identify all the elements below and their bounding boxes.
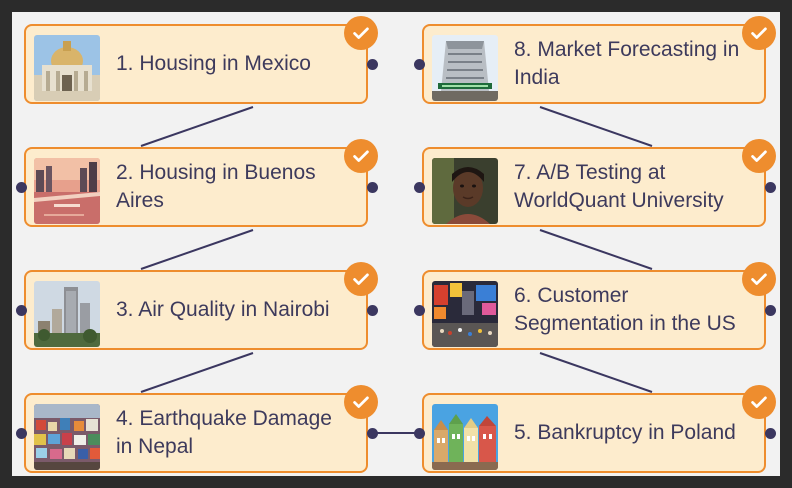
project-card-air-quality-nairobi[interactable]: 3. Air Quality in Nairobi xyxy=(24,262,378,350)
completed-badge xyxy=(742,16,776,50)
completed-badge xyxy=(344,262,378,296)
project-card-bankruptcy-poland[interactable]: 5. Bankruptcy in Poland xyxy=(422,385,776,473)
palace-of-fine-arts-image xyxy=(34,35,100,101)
project-card-earthquake-nepal[interactable]: 4. Earthquake Damage in Nepal xyxy=(24,385,378,473)
checkmark-icon xyxy=(751,27,767,39)
checkmark-icon xyxy=(353,273,369,285)
checkmark-icon xyxy=(751,273,767,285)
checkmark-icon xyxy=(353,27,369,39)
completed-badge xyxy=(344,385,378,419)
nairobi-skyline-image xyxy=(34,281,100,347)
project-card-customer-segmentation-us[interactable]: 6. Customer Segmentation in the US xyxy=(422,262,776,350)
completed-badge xyxy=(344,16,378,50)
project-card-housing-mexico[interactable]: 1. Housing in Mexico xyxy=(24,16,378,104)
checkmark-icon xyxy=(751,150,767,162)
polish-townhouses-image xyxy=(432,404,498,470)
connector-dot xyxy=(414,305,425,316)
project-card-housing-buenos-aires[interactable]: 2. Housing in Buenos Aires xyxy=(24,139,378,227)
completed-badge xyxy=(742,139,776,173)
project-title: 3. Air Quality in Nairobi xyxy=(116,298,330,321)
bombay-stock-exchange-image xyxy=(432,35,498,101)
connector-dot xyxy=(367,59,378,70)
checkmark-icon xyxy=(353,150,369,162)
completed-badge xyxy=(742,262,776,296)
buenos-aires-waterfront-image xyxy=(34,158,100,224)
connector-dot xyxy=(367,305,378,316)
connector-dot xyxy=(414,59,425,70)
connector-dot xyxy=(765,182,776,193)
portrait-image xyxy=(432,158,498,224)
connector-dot xyxy=(367,182,378,193)
project-title: 5. Bankruptcy in Poland xyxy=(514,421,736,444)
project-title: 4. Earthquake Damage in Nepal xyxy=(116,407,332,458)
completed-badge xyxy=(344,139,378,173)
connector-dot xyxy=(765,305,776,316)
connector-dot xyxy=(16,305,27,316)
connector-dot xyxy=(16,428,27,439)
project-title: 2. Housing in Buenos Aires xyxy=(116,161,316,212)
project-title: 8. Market Forecasting in India xyxy=(514,38,740,89)
project-card-ab-testing-worldquant[interactable]: 7. A/B Testing at WorldQuant University xyxy=(422,139,776,227)
project-title: 6. Customer Segmentation in the US xyxy=(514,284,736,335)
connector-dot xyxy=(367,428,378,439)
connector-dot xyxy=(765,428,776,439)
checkmark-icon xyxy=(353,396,369,408)
nepal-hillside-town-image xyxy=(34,404,100,470)
connector-dot xyxy=(414,182,425,193)
project-title: 1. Housing in Mexico xyxy=(116,52,311,75)
connector-dot xyxy=(414,428,425,439)
completed-badge xyxy=(742,385,776,419)
project-title: 7. A/B Testing at WorldQuant University xyxy=(514,161,724,212)
checkmark-icon xyxy=(751,396,767,408)
connector-dot xyxy=(16,182,27,193)
project-card-market-forecasting-india[interactable]: 8. Market Forecasting in India xyxy=(422,16,776,104)
times-square-image xyxy=(432,281,498,347)
